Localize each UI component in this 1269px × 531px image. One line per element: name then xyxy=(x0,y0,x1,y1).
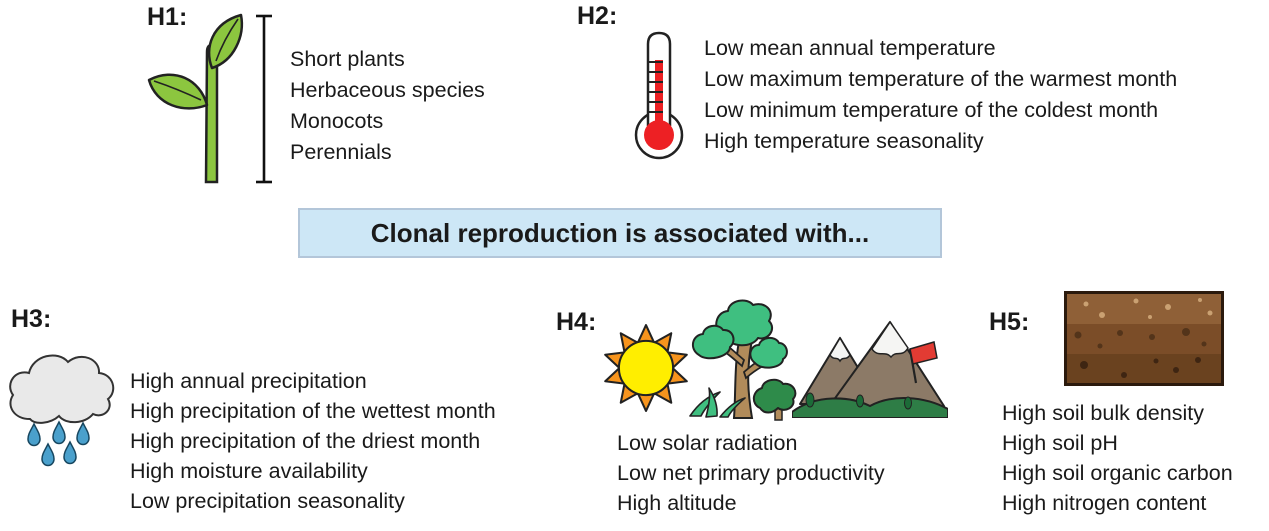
list-item: High precipitation of the driest month xyxy=(130,429,481,453)
list-item: High moisture availability xyxy=(130,459,368,483)
h3-label: H3: xyxy=(11,305,52,333)
mountain-icon xyxy=(792,320,948,418)
list-item: Perennials xyxy=(290,140,392,164)
h4-label: H4: xyxy=(556,308,597,336)
rain-cloud-icon xyxy=(9,354,115,467)
trees-icon xyxy=(689,299,797,421)
list-item: Low net primary productivity xyxy=(617,461,885,485)
list-item: Low mean annual temperature xyxy=(704,36,996,60)
h1-label: H1: xyxy=(147,3,188,31)
h5-items: High soil bulk density High soil pH High… xyxy=(1002,398,1233,518)
thermometer-icon xyxy=(634,31,684,160)
list-item: Short plants xyxy=(290,47,405,71)
list-item: High annual precipitation xyxy=(130,369,367,393)
seedling-icon xyxy=(147,13,244,184)
list-item: Low minimum temperature of the coldest m… xyxy=(704,98,1159,122)
banner-text: Clonal reproduction is associated with..… xyxy=(370,217,870,248)
list-item: Monocots xyxy=(290,109,384,133)
height-bracket-icon xyxy=(256,14,272,184)
h1-items: Short plants Herbaceous species Monocots… xyxy=(290,44,485,168)
h3-items: High annual precipitation High precipita… xyxy=(130,366,496,516)
list-item: High precipitation of the wettest month xyxy=(130,399,496,423)
list-item: Herbaceous species xyxy=(290,78,485,102)
sun-icon xyxy=(604,324,688,412)
h2-label: H2: xyxy=(577,2,618,30)
list-item: High soil organic carbon xyxy=(1002,461,1233,485)
list-item: High altitude xyxy=(617,491,737,515)
h2-items: Low mean annual temperature Low maximum … xyxy=(704,33,1177,157)
list-item: High nitrogen content xyxy=(1002,491,1207,515)
list-item: Low precipitation seasonality xyxy=(130,489,405,513)
h4-items: Low solar radiation Low net primary prod… xyxy=(617,428,885,518)
list-item: Low solar radiation xyxy=(617,431,798,455)
list-item: High soil pH xyxy=(1002,431,1118,455)
h5-label: H5: xyxy=(989,308,1030,336)
list-item: Low maximum temperature of the warmest m… xyxy=(704,67,1178,91)
list-item: High soil bulk density xyxy=(1002,401,1204,425)
list-item: High temperature seasonality xyxy=(704,129,984,153)
soil-profile-icon xyxy=(1064,291,1224,386)
banner: Clonal reproduction is associated with..… xyxy=(298,208,942,258)
